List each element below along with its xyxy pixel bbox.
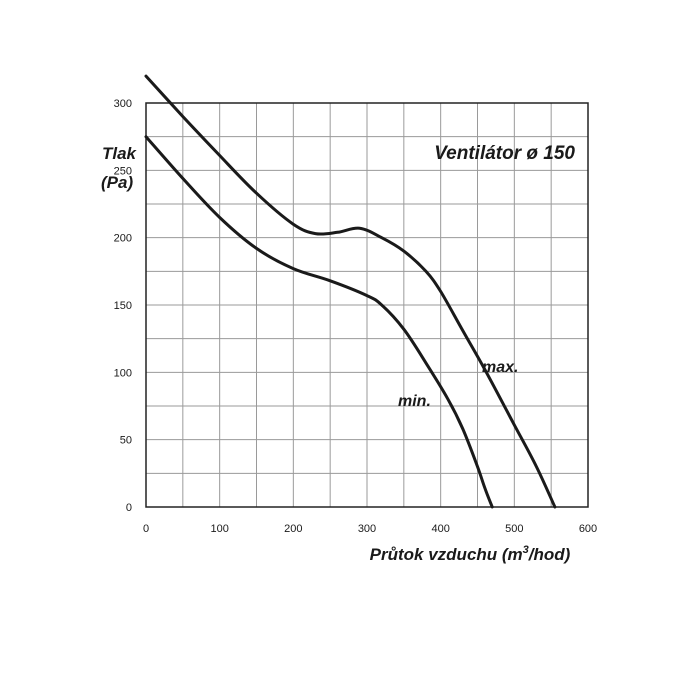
x-axis-title-superscript: 3 xyxy=(523,544,529,556)
x-tick-label: 500 xyxy=(505,523,523,535)
y-tick-label: 0 xyxy=(126,502,132,514)
y-tick-label: 50 xyxy=(120,435,132,447)
curve-labels: max. min. xyxy=(398,359,518,410)
x-tick-label: 400 xyxy=(431,523,449,535)
x-axis-title: Průtok vzduchu (m3/hod) xyxy=(370,544,571,564)
curves xyxy=(144,74,557,509)
x-tick-label: 100 xyxy=(210,523,228,535)
series-line-min xyxy=(144,135,494,509)
y-tick-label: 200 xyxy=(114,233,132,245)
x-tick-label: 200 xyxy=(284,523,302,535)
y-tick-label: 100 xyxy=(114,367,132,379)
y-axis-title-line1: Tlak xyxy=(102,144,138,163)
y-tick-labels: 0 50 100 150 200 250 300 xyxy=(114,98,132,514)
grid xyxy=(146,103,588,507)
x-tick-label: 300 xyxy=(358,523,376,535)
x-tick-label: 600 xyxy=(579,523,597,535)
y-axis-title-line2: (Pa) xyxy=(101,173,133,192)
y-tick-label: 250 xyxy=(114,165,132,177)
y-tick-label: 300 xyxy=(114,98,132,110)
series-line-max xyxy=(144,74,557,509)
chart-title: Ventilátor ø 150 xyxy=(434,143,575,164)
series-label-max: max. xyxy=(482,359,518,376)
x-axis-title-main: Průtok vzduchu (m xyxy=(370,545,523,564)
series-label-min: min. xyxy=(398,393,431,410)
x-axis-title-end: /hod) xyxy=(528,545,571,564)
x-tick-label: 0 xyxy=(143,523,149,535)
x-tick-labels: 0 100 200 300 400 500 600 xyxy=(143,523,597,535)
plot-frame xyxy=(145,102,589,508)
y-tick-label: 150 xyxy=(114,300,132,312)
